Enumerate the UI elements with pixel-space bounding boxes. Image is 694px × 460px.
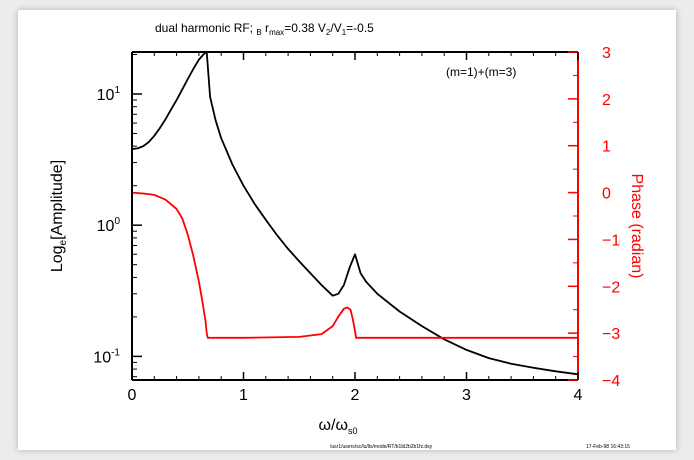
x-tick-label: 0 — [128, 387, 137, 404]
left-y-tick-label: 100 — [97, 216, 121, 235]
chart-title: dual harmonic RF; B rmax=0.38 V2/V1=-0.5 — [155, 21, 374, 37]
title-v2-sub: 2 — [326, 28, 331, 37]
title-rmax-sub: max — [269, 28, 284, 37]
title-rmax-value: =0.38 — [284, 21, 315, 35]
title-v2: V — [315, 21, 326, 35]
right-y-tick-label: 0 — [602, 186, 611, 203]
chart: 0 1 2 3 4 101 100 10-1 3 2 1 0 −1 −2 −3 −4 dual harmoni… — [49, 21, 645, 450]
right-y-tick-label: 2 — [602, 92, 611, 109]
footer-file-path: /usr1/users/sc/lu/lls/mode/RT/b1bl2b2b1f… — [330, 444, 433, 450]
mode-annotation: (m=1)+(m=3) — [446, 65, 516, 79]
title-b-sub: B — [256, 28, 261, 37]
title-v1: /V — [330, 21, 341, 35]
title-main: dual harmonic RF; — [155, 21, 256, 35]
title-v1-sub: 1 — [342, 28, 347, 37]
left-y-tick-label: 101 — [97, 85, 121, 104]
right-y-tick-label: 3 — [602, 45, 611, 62]
phase-series-line — [131, 191, 578, 339]
amplitude-series-line — [131, 50, 579, 376]
right-y-tick-label: −4 — [602, 373, 620, 390]
x-tick-label: 3 — [462, 387, 471, 404]
left-y-tick-label: 10-1 — [93, 347, 120, 366]
right-y-tick-label: −1 — [602, 232, 620, 249]
x-tick-label: 2 — [351, 387, 360, 404]
footer-timestamp: 17-Feb-98 16:43:15 — [586, 444, 630, 450]
x-tick-label: 1 — [239, 387, 248, 404]
right-y-tick-label: 1 — [602, 139, 611, 156]
figure-frame: 0 1 2 3 4 101 100 10-1 3 2 1 0 −1 −2 −3 −4 dual harmoni… — [18, 10, 676, 450]
x-axis-title: ω/ωs0 — [319, 417, 358, 436]
title-vratio-value: =-0.5 — [346, 21, 374, 35]
right-y-axis-title: Phase (radian) — [628, 174, 645, 279]
right-y-tick-label: −3 — [602, 326, 620, 343]
right-y-tick-label: −2 — [602, 279, 620, 296]
title-rmax: r — [262, 21, 269, 35]
x-tick-label: 4 — [574, 387, 583, 404]
left-y-axis-title: Loge[Amplitude] — [49, 160, 69, 272]
